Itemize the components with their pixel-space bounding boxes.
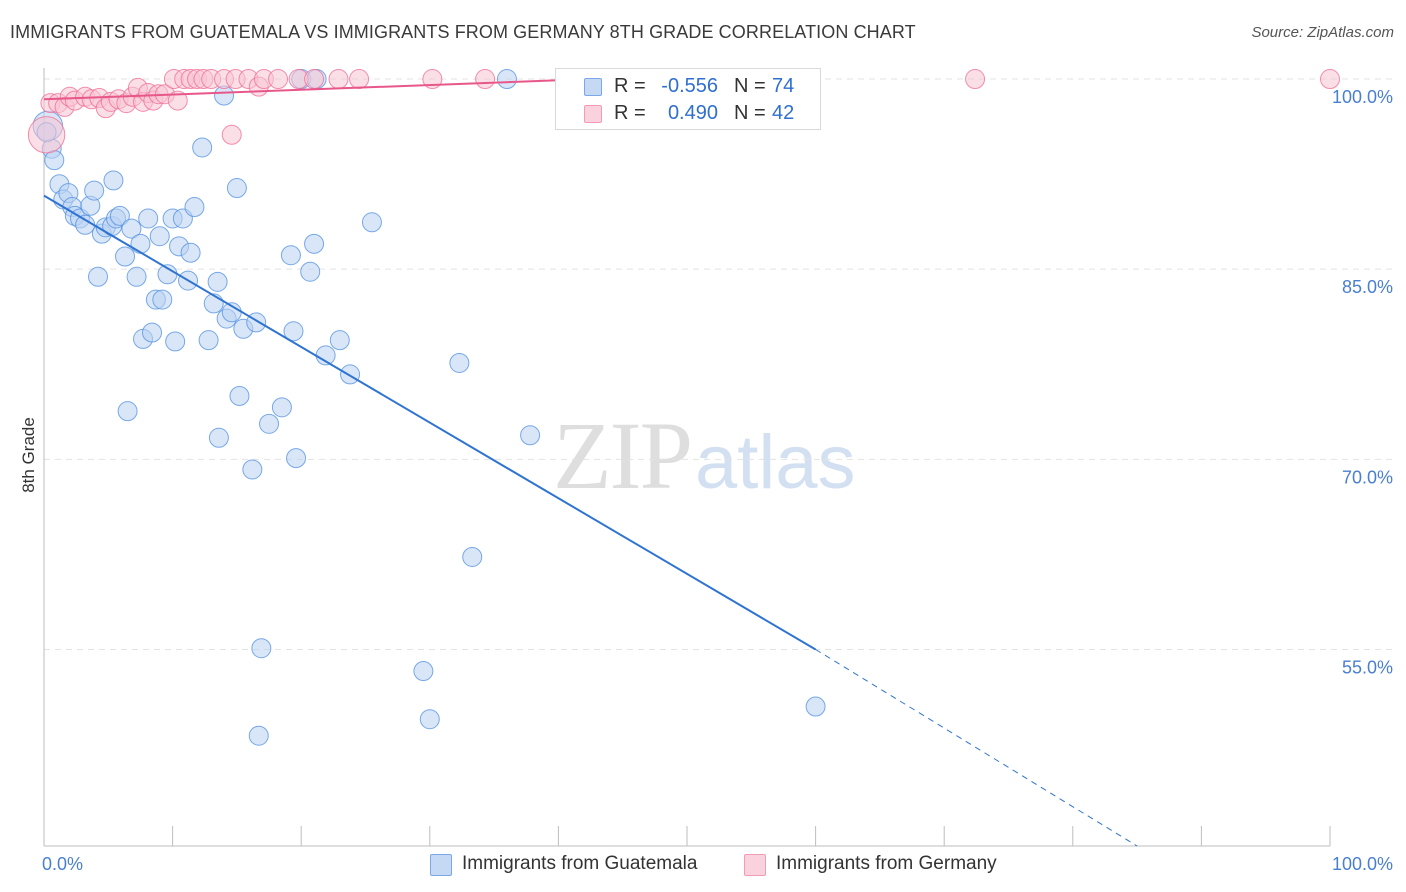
- point-guatemala: [130, 233, 151, 254]
- legend-swatch-germany: [744, 854, 766, 876]
- y-tick-label: 85.0%: [1342, 277, 1393, 297]
- point-guatemala: [329, 330, 350, 351]
- stats-n-label: N =: [734, 75, 766, 97]
- stats-swatch-guatemala: [584, 78, 602, 96]
- y-axis-title: 8th Grade: [19, 417, 38, 493]
- x-tick-label: 100.0%: [1332, 854, 1393, 874]
- point-guatemala: [520, 425, 541, 446]
- stats-row-germany: R = 0.490 N = 42: [556, 100, 820, 128]
- point-guatemala: [251, 638, 272, 659]
- labels-layer: 100.0% 85.0% 70.0% 55.0% 0.0% 100.0% 8th Grade: [19, 87, 1393, 874]
- point-guatemala: [109, 205, 130, 226]
- grid-layer: [44, 78, 1394, 650]
- point-germany: [268, 69, 289, 90]
- point-guatemala: [304, 233, 325, 254]
- point-guatemala: [203, 293, 224, 314]
- point-guatemala: [361, 212, 382, 233]
- x-tick-label: 0.0%: [42, 854, 83, 874]
- chart-title: IMMIGRANTS FROM GUATEMALA VS IMMIGRANTS …: [10, 22, 916, 42]
- stats-r-label: R =: [614, 102, 646, 124]
- point-guatemala: [413, 661, 434, 682]
- point-guatemala: [283, 321, 304, 342]
- point-germany: [965, 69, 986, 90]
- point-guatemala: [121, 218, 142, 239]
- point-guatemala: [115, 246, 136, 267]
- point-guatemala: [208, 427, 229, 448]
- point-guatemala: [142, 322, 163, 343]
- legend-item-guatemala[interactable]: Immigrants from Guatemala: [430, 852, 730, 878]
- point-guatemala: [198, 330, 219, 351]
- stats-n-value: 74: [772, 75, 795, 97]
- point-guatemala: [184, 197, 205, 218]
- point-guatemala: [88, 266, 109, 287]
- point-germany: [27, 116, 66, 154]
- point-guatemala: [226, 178, 247, 199]
- point-guatemala: [152, 289, 173, 310]
- point-germany: [221, 124, 242, 145]
- stats-r-label: R =: [614, 75, 646, 97]
- point-guatemala: [149, 226, 170, 247]
- axis-layer: [43, 68, 1331, 847]
- point-guatemala: [271, 397, 292, 418]
- point-guatemala: [180, 242, 201, 263]
- point-guatemala: [449, 352, 470, 373]
- point-guatemala: [300, 261, 321, 282]
- stats-r-value: -0.556: [661, 75, 718, 97]
- point-guatemala: [419, 709, 440, 730]
- point-guatemala: [286, 448, 307, 469]
- point-guatemala: [126, 266, 147, 287]
- stats-n-label: N =: [734, 102, 766, 124]
- y-tick-label: 55.0%: [1342, 658, 1393, 678]
- point-guatemala: [192, 137, 213, 158]
- trend-layer: [43, 75, 1138, 847]
- point-germany: [167, 90, 188, 111]
- point-germany: [304, 69, 325, 90]
- point-guatemala: [103, 170, 124, 191]
- point-guatemala: [242, 459, 263, 480]
- point-guatemala: [340, 364, 361, 385]
- trendline-guatemala-extension: [815, 649, 1138, 847]
- point-germany: [349, 69, 370, 90]
- stats-swatch-germany: [584, 105, 602, 123]
- point-guatemala: [165, 331, 186, 352]
- stats-row-guatemala: R = -0.556 N = 74: [556, 73, 820, 101]
- point-guatemala: [248, 725, 269, 746]
- stats-r-value: 0.490: [667, 102, 718, 124]
- y-tick-label: 70.0%: [1342, 467, 1393, 487]
- point-guatemala: [462, 546, 483, 567]
- legend-item-germany[interactable]: Immigrants from Germany: [744, 852, 1044, 878]
- stats-n-value: 42: [772, 102, 795, 124]
- point-germany: [422, 69, 443, 90]
- point-germany: [475, 69, 496, 90]
- point-germany: [1320, 69, 1340, 90]
- point-guatemala: [117, 401, 138, 422]
- source-label: Source: ZipAtlas.com: [1251, 24, 1394, 41]
- legend-label-germany: Immigrants from Germany: [776, 853, 997, 874]
- y-tick-label: 100.0%: [1332, 87, 1393, 107]
- points-layer: [27, 69, 1340, 746]
- point-guatemala: [84, 180, 105, 201]
- trendline-guatemala: [43, 194, 817, 651]
- point-guatemala: [496, 69, 517, 90]
- point-guatemala: [229, 385, 250, 406]
- point-guatemala: [207, 271, 228, 292]
- point-germany: [328, 69, 349, 90]
- point-guatemala: [805, 696, 826, 717]
- legend-label-guatemala: Immigrants from Guatemala: [462, 853, 698, 874]
- legend-swatch-guatemala: [430, 854, 452, 876]
- point-guatemala: [138, 208, 159, 229]
- stats-box: R = -0.556 N = 74 R = 0.490 N = 42: [555, 68, 821, 130]
- point-guatemala: [44, 150, 65, 171]
- point-guatemala: [259, 413, 280, 434]
- point-guatemala: [280, 245, 301, 266]
